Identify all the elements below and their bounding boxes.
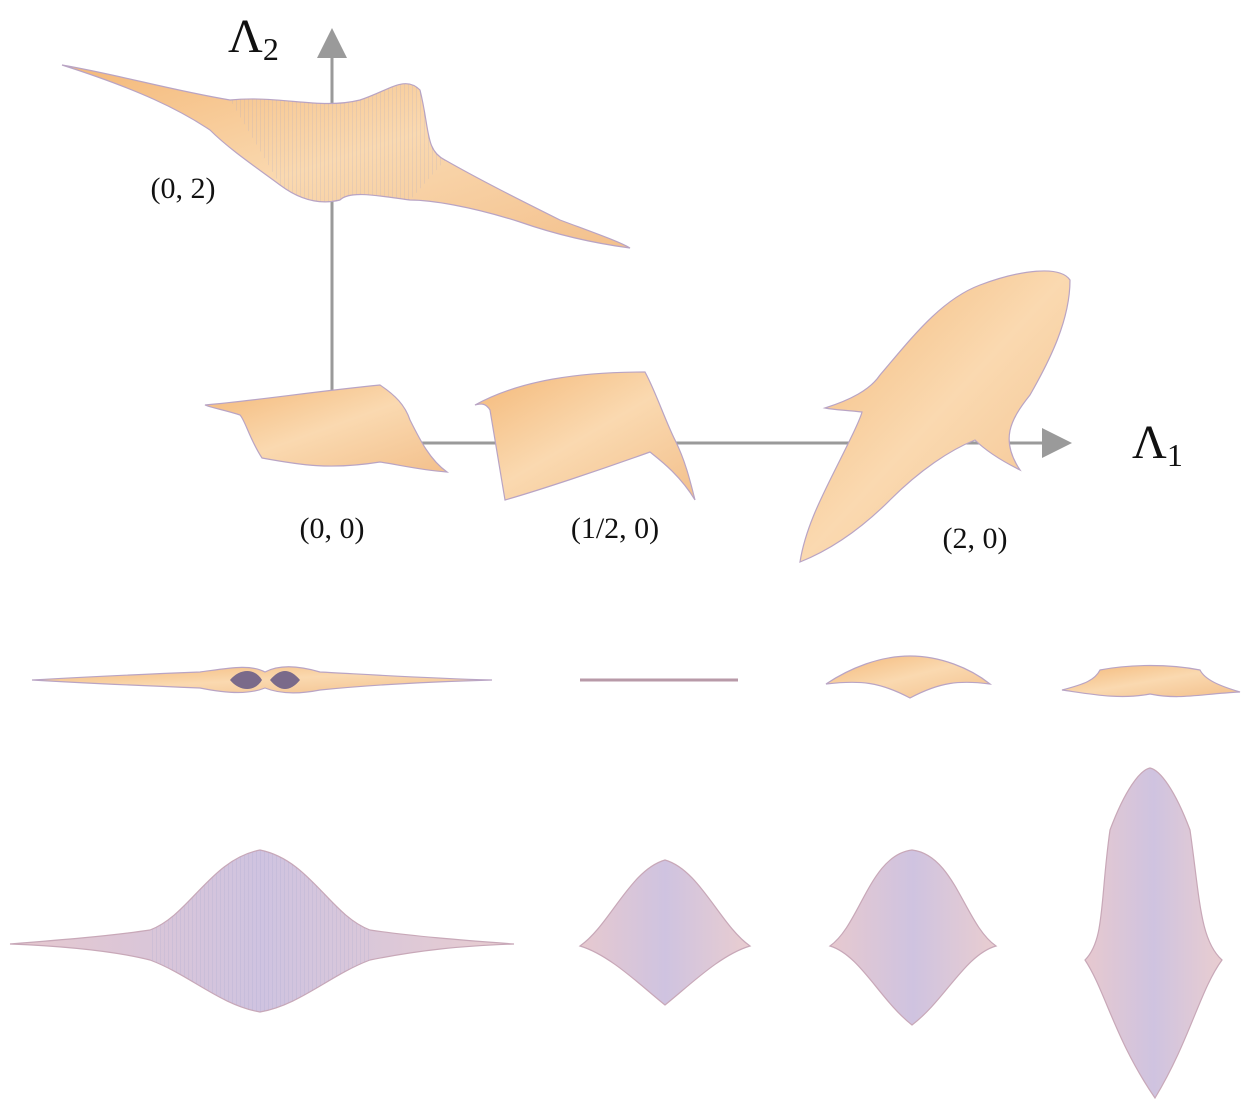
- surface: [800, 271, 1070, 562]
- side-view: [826, 656, 990, 698]
- point-label: (0, 0): [300, 512, 365, 545]
- point-label: (0, 2): [151, 172, 216, 205]
- point-label: (2, 0): [943, 522, 1008, 555]
- front-view: [580, 860, 750, 1005]
- surface: [205, 385, 447, 472]
- side-view: [32, 667, 492, 693]
- front-view: [1085, 768, 1222, 1098]
- side-view: [1062, 666, 1240, 697]
- front-view-shading: [150, 850, 370, 1012]
- point-label: (1/2, 0): [571, 512, 659, 545]
- axis-label: Λ2: [228, 10, 279, 67]
- surface: [475, 372, 695, 500]
- front-view: [830, 850, 996, 1025]
- axis-label: Λ1: [1132, 416, 1183, 473]
- surface-shading: [230, 84, 445, 202]
- figure: Λ2 Λ1 (0, 2) (0, 0) (1/2, 0) (2, 0): [0, 0, 1248, 1099]
